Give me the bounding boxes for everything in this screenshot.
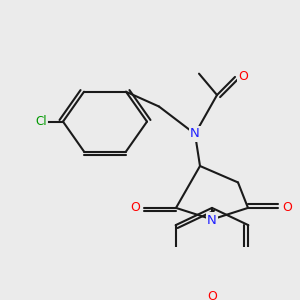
Text: O: O: [238, 70, 248, 83]
Text: N: N: [207, 214, 217, 227]
Text: O: O: [207, 290, 217, 300]
Text: O: O: [130, 201, 140, 214]
Text: Cl: Cl: [35, 115, 47, 128]
Text: O: O: [282, 201, 292, 214]
Text: N: N: [190, 128, 200, 140]
